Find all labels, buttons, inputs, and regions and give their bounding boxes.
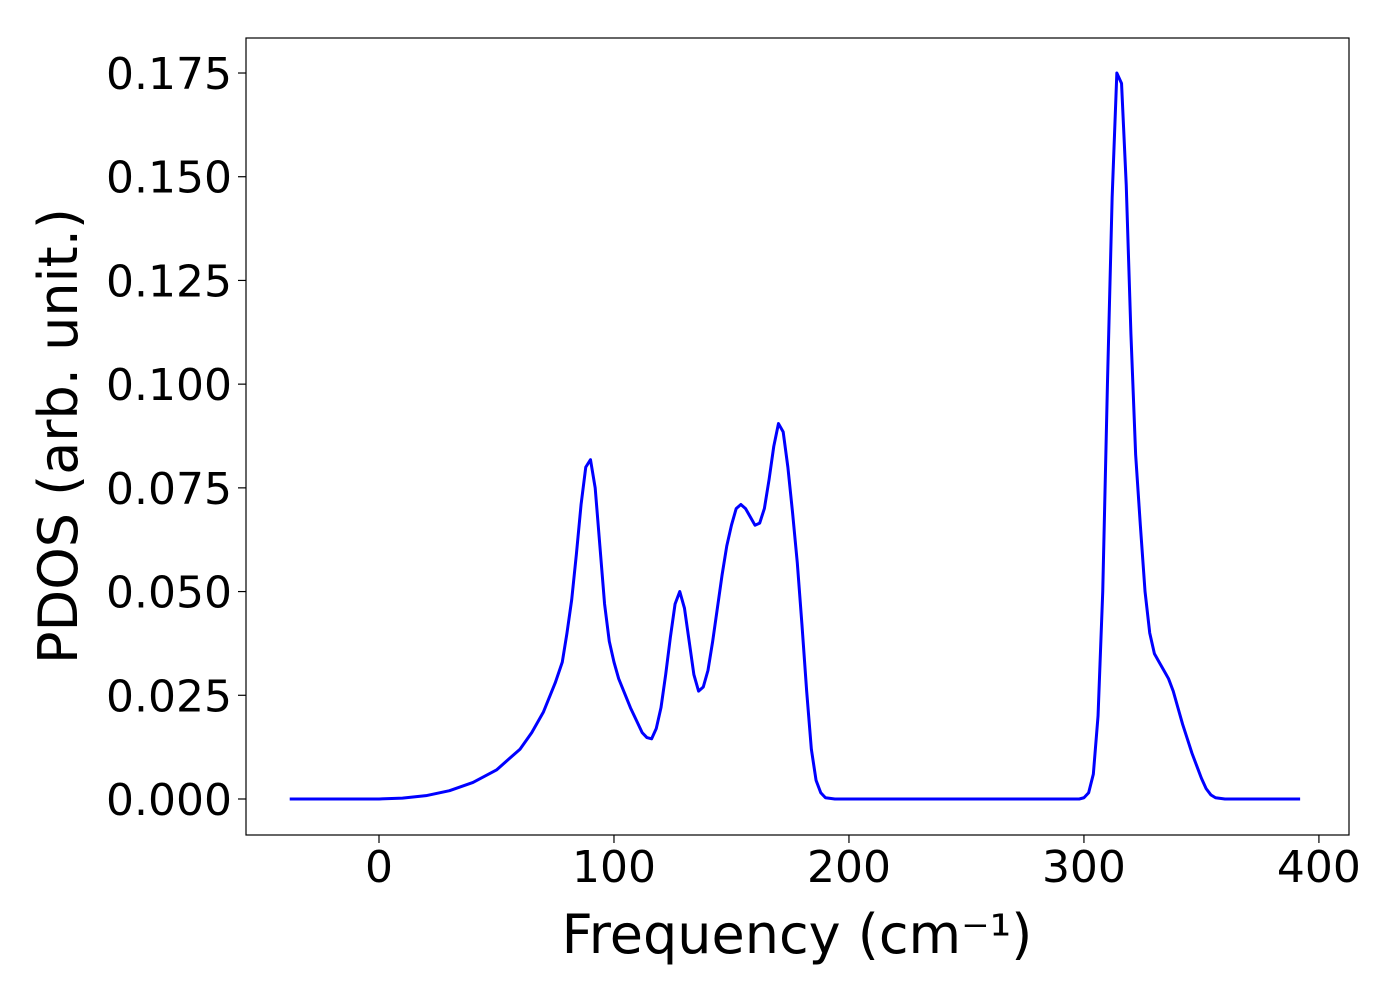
y-axis-label: PDOS (arb. unit.) — [27, 208, 90, 664]
x-tick-label: 400 — [1277, 842, 1361, 893]
y-tick-label: 0.050 — [106, 568, 232, 619]
y-tick-label: 0.025 — [106, 671, 232, 722]
y-tick-label: 0.000 — [106, 775, 232, 826]
x-tick-label: 200 — [807, 842, 891, 893]
y-tick-label: 0.175 — [106, 49, 232, 100]
x-tick-label: 0 — [365, 842, 393, 893]
y-tick-label: 0.125 — [106, 256, 232, 307]
y-tick-label: 0.075 — [106, 464, 232, 515]
data-line — [289, 71, 1301, 801]
plot-frame — [245, 37, 1350, 836]
x-axis-label: Frequency (cm⁻¹) — [562, 903, 1033, 966]
x-tick-label: 100 — [572, 842, 656, 893]
x-tick-label: 300 — [1042, 842, 1126, 893]
y-tick-label: 0.150 — [106, 153, 232, 204]
y-tick-label: 0.100 — [106, 360, 232, 411]
